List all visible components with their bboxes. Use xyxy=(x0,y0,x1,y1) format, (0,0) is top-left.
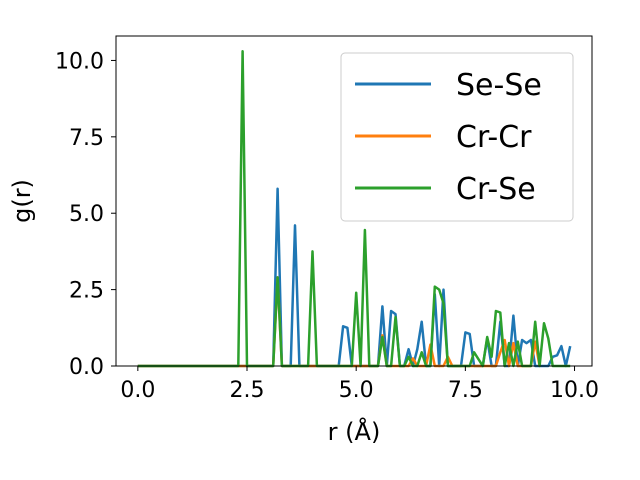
y-tick-label: 7.5 xyxy=(69,126,104,151)
legend-label-cr-se: Cr-Se xyxy=(456,172,536,207)
y-axis-label: g(r) xyxy=(8,179,36,223)
x-axis-label: r (Å) xyxy=(328,417,381,446)
x-tick-label: 2.5 xyxy=(230,378,265,403)
x-tick-label: 0.0 xyxy=(120,378,155,403)
x-axis: 0.0 2.5 5.0 7.5 10.0 xyxy=(120,366,599,403)
x-tick-label: 10.0 xyxy=(550,378,599,403)
plot-frame xyxy=(115,35,593,367)
y-tick-label: 10.0 xyxy=(55,49,104,74)
y-tick-label: 2.5 xyxy=(69,279,104,304)
legend-label-se-se: Se-Se xyxy=(456,68,542,103)
x-tick-label: 5.0 xyxy=(339,378,374,403)
legend-box xyxy=(340,52,574,222)
legend: Se-Se Cr-Cr Cr-Se xyxy=(340,52,574,222)
y-axis: 0.0 2.5 5.0 7.5 10.0 xyxy=(55,49,116,380)
y-tick-label: 5.0 xyxy=(69,202,104,227)
x-tick-label: 7.5 xyxy=(448,378,483,403)
legend-label-cr-cr: Cr-Cr xyxy=(456,120,532,155)
y-tick-label: 0.0 xyxy=(69,355,104,380)
